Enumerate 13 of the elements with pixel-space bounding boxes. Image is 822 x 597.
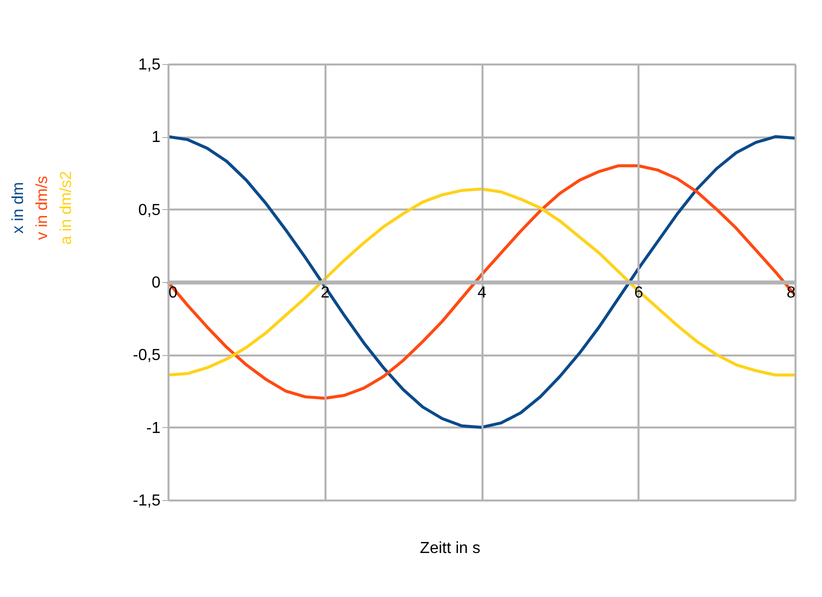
x-tick-label: 2: [320, 284, 330, 302]
y-tick-label: -0,5: [132, 347, 161, 364]
y-tick-label: 1,5: [138, 56, 161, 74]
x-tick-label: 4: [478, 284, 487, 302]
y-tick-label: -1: [146, 420, 161, 437]
y-tick-label: -1,5: [132, 492, 161, 510]
x-axis-title: Zeitt in s: [420, 540, 480, 557]
x-tick-label: 0: [168, 284, 178, 302]
text: a in dm/s2: [58, 170, 75, 245]
y-tick-label: 1: [152, 129, 161, 146]
text: x in dm: [10, 182, 27, 234]
text: v in dm/s: [34, 176, 51, 240]
y-tick-label: 0,5: [138, 202, 161, 219]
